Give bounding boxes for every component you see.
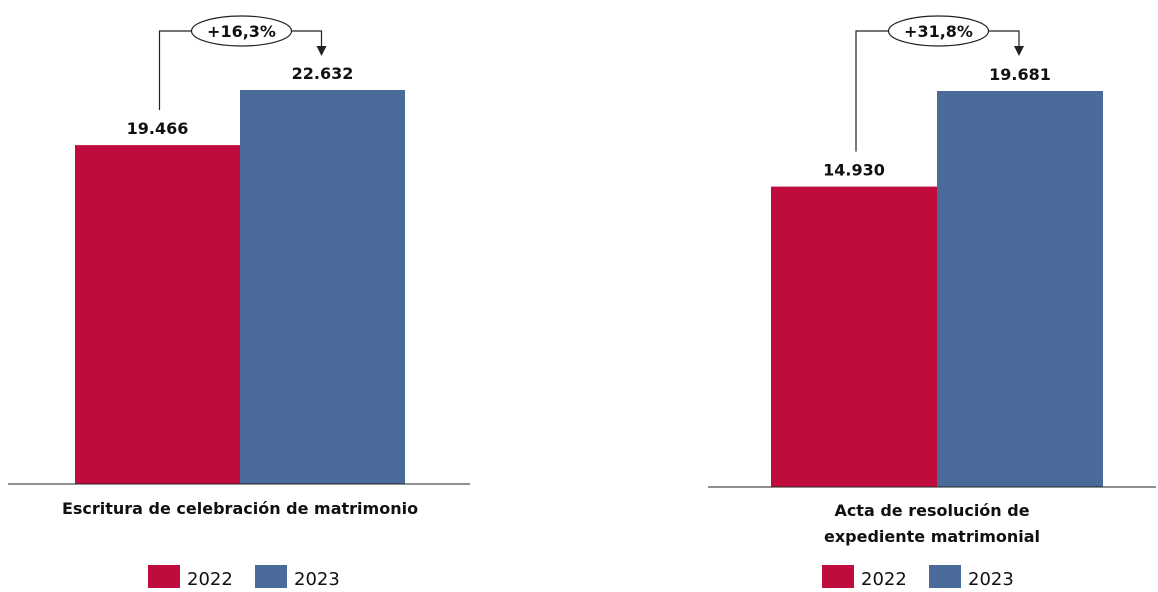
change-connector-left (158, 30, 192, 111)
category-label: expediente matrimonial (824, 527, 1040, 546)
legend-label-2022: 2022 (187, 569, 233, 588)
change-arrow-head (316, 46, 327, 56)
change-connector-right (291, 30, 323, 48)
legend-swatch-2022 (148, 565, 180, 588)
change-connector-left (855, 30, 889, 152)
change-oval (190, 15, 293, 47)
legend: 2022 2023 (822, 565, 1014, 590)
legend-swatch-2022 (822, 565, 854, 588)
chart-acta: 14.930 19.681 +31,8% Acta de resolución de e… (698, 0, 1158, 590)
data-label-2022: 14.930 (823, 161, 885, 180)
data-label-2023: 22.632 (292, 64, 354, 83)
category-label: Escritura de celebración de matrimonio (62, 499, 418, 518)
bar-2022 (75, 145, 240, 484)
legend-label-2023: 2023 (294, 569, 340, 588)
bar-2023 (937, 91, 1103, 487)
change-label: +16,3% (207, 22, 276, 41)
chart-escritura: 19.466 22.632 +16,3% Escritura de celebraci… (0, 0, 480, 590)
change-arrow-head (1014, 46, 1024, 56)
legend-swatch-2023 (929, 565, 961, 588)
change-oval (887, 15, 990, 47)
change-annotation: +31,8% (855, 15, 1024, 152)
bar-2023 (240, 90, 405, 484)
legend-label-2023: 2023 (968, 569, 1014, 588)
data-label-2023: 19.681 (989, 65, 1051, 84)
change-connector-right (988, 30, 1020, 48)
chart-acta-svg: 14.930 19.681 +31,8% Acta de resolución de e… (708, 15, 1156, 590)
bar-2022 (771, 186, 937, 487)
category-label: Acta de resolución de (834, 501, 1029, 520)
change-label: +31,8% (904, 22, 973, 41)
change-annotation: +16,3% (158, 15, 327, 111)
data-label-2022: 19.466 (127, 119, 189, 138)
chart-escritura-svg: 19.466 22.632 +16,3% Escritura de celebraci… (8, 15, 470, 590)
legend-label-2022: 2022 (861, 569, 907, 588)
legend-swatch-2023 (255, 565, 287, 588)
legend: 2022 2023 (148, 565, 340, 590)
